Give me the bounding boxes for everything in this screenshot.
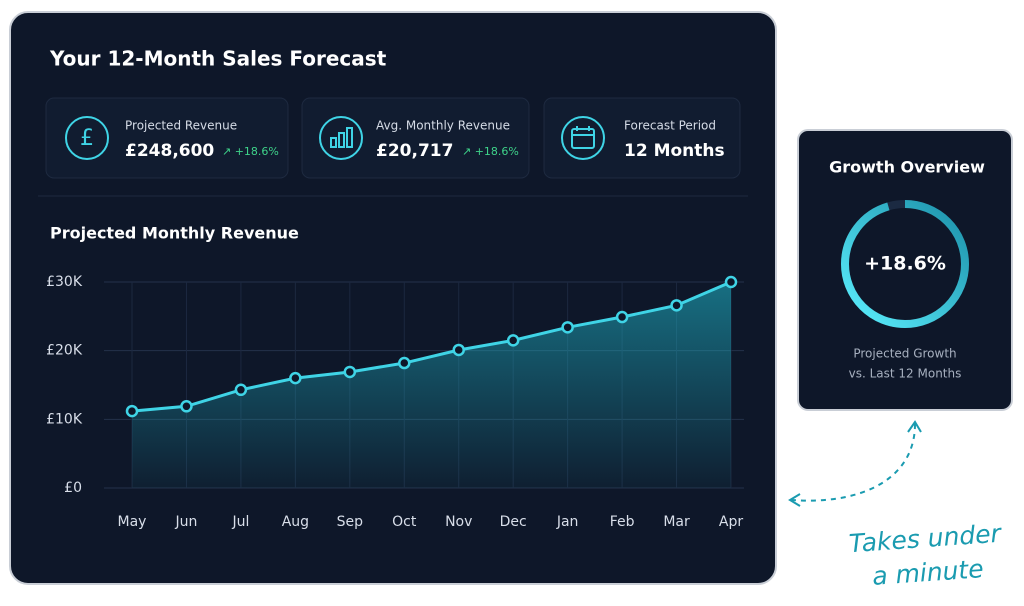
growth-caption: Projected Growth <box>853 347 956 361</box>
x-tick-label: Oct <box>392 514 417 530</box>
ring <box>841 200 969 328</box>
kpi-value: £20,717 <box>376 141 453 161</box>
arrow-head <box>907 420 922 433</box>
plot: £0 £10K £20K £30K May Jun Jul Aug Sep Oct Nov Dec Ja… <box>46 274 744 530</box>
kpi-card: Avg. Monthly Revenue £20,717 ↗ +18.6% <box>301 97 530 179</box>
x-tick-label: Dec <box>500 514 527 530</box>
x-tick-label: Sep <box>337 514 364 530</box>
kpi-icon: £ <box>80 126 94 151</box>
point <box>125 404 139 418</box>
x-tick-label: Mar <box>663 514 690 530</box>
kpi-label: Avg. Monthly Revenue <box>376 119 510 133</box>
growth-title: Growth Overview <box>829 158 985 177</box>
x-tick-label: Jun <box>175 514 198 530</box>
arrow <box>791 423 916 502</box>
arrow-head <box>788 493 801 507</box>
y-tick-label: £0 <box>64 480 82 496</box>
point <box>289 371 302 385</box>
growth-value: +18.6% <box>864 253 946 275</box>
area <box>132 282 731 488</box>
annotation: a minute <box>871 554 984 591</box>
kpi-card: Forecast Period 12 Months <box>543 97 741 179</box>
line <box>131 280 732 413</box>
point <box>343 365 357 379</box>
x-tick-label: Jan <box>556 514 579 530</box>
x-tick-label: May <box>118 514 147 530</box>
annotation: Takes under <box>848 519 1003 559</box>
point <box>561 321 574 334</box>
point <box>180 400 193 413</box>
x-tick-label: Aug <box>282 514 309 530</box>
growth-caption: vs. Last 12 Months <box>849 367 962 381</box>
x-tick-label: Apr <box>719 514 743 530</box>
point <box>452 343 465 357</box>
x-tick-label: Jul <box>231 514 249 530</box>
point <box>234 383 248 397</box>
chart-title: Projected Monthly Revenue <box>50 224 299 243</box>
kpi-label: Projected Revenue <box>125 119 237 133</box>
point <box>398 356 411 370</box>
point <box>506 334 520 347</box>
point <box>615 310 629 324</box>
y-tick-label: £30K <box>46 274 83 290</box>
x-tick-label: Nov <box>445 514 472 530</box>
y-tick-label: £10K <box>46 411 83 427</box>
kpi-value: 12 Months <box>624 141 725 161</box>
growth-card <box>797 129 1013 411</box>
kpi-change: ↗ +18.6% <box>222 145 279 158</box>
kpi-card: £ Projected Revenue £248,600 ↗ +18.6% <box>45 97 289 179</box>
page-title: Your 12-Month Sales Forecast <box>49 47 387 71</box>
kpi-value: £248,600 <box>125 141 214 161</box>
point <box>670 299 683 312</box>
kpi-change: ↗ +18.6% <box>462 145 519 158</box>
kpi-label: Forecast Period <box>624 119 716 133</box>
y-tick-label: £20K <box>46 343 83 359</box>
x-tick-label: Feb <box>610 514 635 530</box>
point <box>724 275 738 289</box>
